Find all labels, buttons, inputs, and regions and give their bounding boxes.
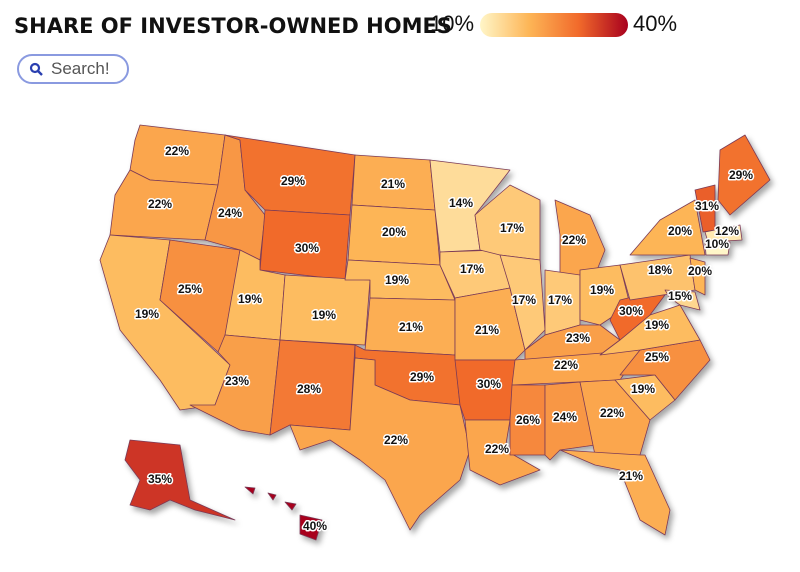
value-label: 19% xyxy=(238,292,262,306)
value-label: 22% xyxy=(165,144,189,158)
value-label: 19% xyxy=(631,382,655,396)
value-label: 17% xyxy=(460,262,484,276)
labels: 22%22%19%25%24%29%30%19%23%19%28%21%20%1… xyxy=(133,143,754,535)
value-label: 10% xyxy=(705,237,729,251)
value-label: 21% xyxy=(475,323,499,337)
region xyxy=(499,254,546,351)
value-label: 23% xyxy=(225,374,249,388)
region xyxy=(279,274,371,346)
region xyxy=(289,357,471,531)
value-label: 18% xyxy=(648,263,672,277)
value-label: 20% xyxy=(668,224,692,238)
search-box[interactable]: Search! xyxy=(17,54,129,84)
value-label: 21% xyxy=(399,320,423,334)
value-label: 25% xyxy=(645,350,669,364)
value-label: 12% xyxy=(715,224,739,238)
title: SHARE OF INVESTOR-OWNED HOMES xyxy=(14,14,452,38)
value-label: 19% xyxy=(135,307,159,321)
value-label: 35% xyxy=(148,472,172,486)
states xyxy=(99,124,771,541)
value-label: 19% xyxy=(385,273,409,287)
value-label: 31% xyxy=(695,199,719,213)
value-label: 29% xyxy=(410,370,434,384)
region xyxy=(689,257,706,296)
value-label: 29% xyxy=(281,174,305,188)
value-label: 19% xyxy=(645,318,669,332)
region xyxy=(244,486,323,541)
value-label: 26% xyxy=(516,413,540,427)
region xyxy=(664,289,701,311)
search-placeholder: Search! xyxy=(51,59,110,78)
value-label: 14% xyxy=(449,196,473,210)
value-label: 29% xyxy=(729,168,753,182)
value-label: 17% xyxy=(512,293,536,307)
value-label: 28% xyxy=(297,382,321,396)
value-label: 22% xyxy=(554,358,578,372)
value-label: 15% xyxy=(668,289,692,303)
region xyxy=(579,379,651,456)
region xyxy=(629,199,706,256)
value-label: 22% xyxy=(485,442,509,456)
search-icon xyxy=(29,62,43,76)
value-label: 21% xyxy=(619,469,643,483)
legend-min-label: 10% xyxy=(430,11,474,36)
value-label: 30% xyxy=(619,304,643,318)
value-label: 24% xyxy=(218,206,242,220)
legend-bar xyxy=(480,13,628,37)
value-label: 22% xyxy=(384,433,408,447)
region xyxy=(717,134,771,216)
value-label: 23% xyxy=(566,331,590,345)
legend-max-label: 40% xyxy=(633,11,677,36)
value-label: 24% xyxy=(553,410,577,424)
value-label: 25% xyxy=(178,282,202,296)
value-label: 30% xyxy=(295,241,319,255)
value-label: 21% xyxy=(381,177,405,191)
value-label: 17% xyxy=(500,221,524,235)
region xyxy=(704,224,743,243)
region xyxy=(704,241,731,256)
value-label: 22% xyxy=(600,406,624,420)
value-label: 19% xyxy=(312,308,336,322)
value-label: 40% xyxy=(303,519,327,533)
region xyxy=(559,449,671,536)
value-label: 17% xyxy=(548,293,572,307)
value-label: 20% xyxy=(382,225,406,239)
value-label: 22% xyxy=(562,233,586,247)
value-label: 30% xyxy=(477,377,501,391)
value-label: 19% xyxy=(590,283,614,297)
value-label: 20% xyxy=(688,264,712,278)
region xyxy=(124,439,236,521)
region xyxy=(509,384,546,456)
value-label: 22% xyxy=(148,197,172,211)
